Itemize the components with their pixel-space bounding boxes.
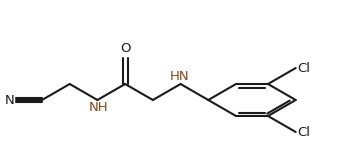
Text: N: N	[4, 93, 14, 106]
Text: Cl: Cl	[298, 62, 311, 75]
Text: HN: HN	[170, 70, 189, 83]
Text: NH: NH	[89, 101, 108, 114]
Text: Cl: Cl	[298, 126, 311, 139]
Text: O: O	[120, 42, 130, 55]
